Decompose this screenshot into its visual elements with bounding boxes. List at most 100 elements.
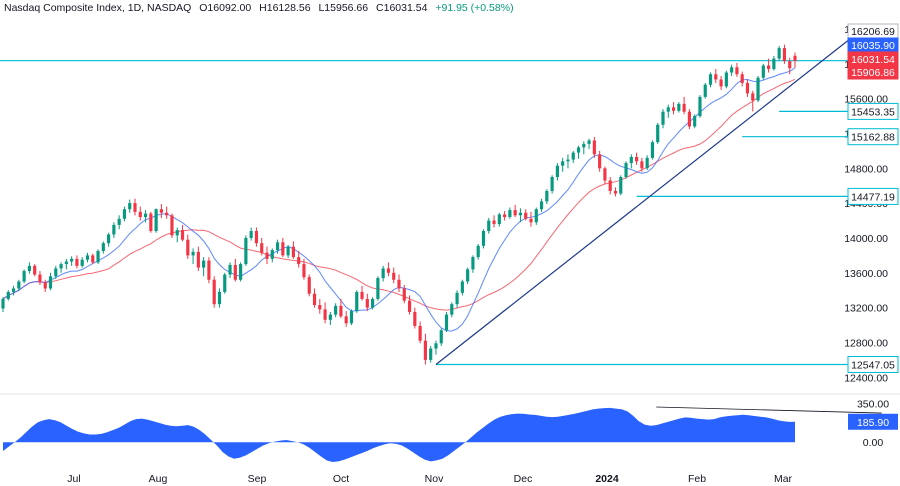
candle-body: [281, 242, 285, 256]
candle-body: [460, 281, 464, 293]
candle-body: [619, 177, 623, 194]
high-value: H16128.56: [259, 2, 311, 14]
candle-body: [381, 268, 385, 279]
price-tick-label: 14800.00: [844, 163, 888, 175]
change-value: +91.95 (+0.58%): [435, 2, 514, 14]
candle-body: [481, 230, 486, 246]
oscillator-tick-label: 0.00: [863, 437, 884, 449]
candle-body: [297, 257, 301, 265]
level-tag-label: 14477.19: [851, 191, 895, 203]
candle-body: [101, 243, 105, 252]
price-tag-label: 16206.69: [851, 26, 895, 38]
candle-body: [312, 293, 317, 306]
level-tag-box: [847, 187, 899, 205]
candle-body: [244, 237, 248, 265]
time-axis-label: Mar: [774, 473, 793, 485]
candle-body: [143, 213, 148, 218]
uptrend-line: [435, 35, 854, 365]
candle-body: [561, 161, 565, 166]
level-tag-label: 15453.35: [851, 106, 895, 118]
time-axis-label: Dec: [514, 473, 533, 485]
candle-body: [645, 157, 649, 169]
candle-body: [650, 142, 655, 158]
candle-body: [708, 74, 713, 85]
candle-body: [275, 242, 280, 251]
oscillator-divergence-line: [656, 406, 882, 414]
candle-body: [365, 298, 369, 308]
candle-body: [487, 220, 491, 231]
candle-body: [439, 330, 443, 344]
candle-body: [344, 316, 348, 324]
level-tag-label: 15162.88: [851, 132, 895, 144]
candle-body: [75, 258, 79, 266]
candle-body: [671, 107, 676, 111]
candle-body: [360, 291, 364, 299]
candle-body: [96, 251, 100, 263]
candle-body: [80, 259, 84, 266]
candle-body: [782, 48, 787, 62]
candle-body: [429, 348, 433, 360]
candle-body: [11, 288, 16, 292]
candle-body: [661, 111, 665, 125]
candle-body: [550, 177, 554, 191]
candle-body: [154, 209, 158, 231]
candle-body: [603, 168, 607, 181]
candle-body: [217, 291, 222, 305]
level-tag-box: [847, 102, 899, 120]
candle-body: [402, 288, 406, 301]
candle-body: [133, 203, 137, 212]
candle-body: [571, 152, 575, 160]
price-tick-label: 12400.00: [844, 372, 888, 384]
candle-body: [735, 67, 739, 75]
candle-body: [450, 304, 454, 315]
candle-body: [207, 260, 211, 280]
candle-body: [339, 305, 343, 317]
candle-body: [202, 260, 206, 268]
candle-body: [371, 298, 375, 308]
candle-body: [165, 212, 169, 216]
candle-body: [196, 251, 200, 268]
candle-body: [355, 291, 359, 312]
symbol-label: Nasdaq Composite Index, 1D, NASDAQ: [4, 2, 192, 14]
candle-body: [180, 230, 185, 240]
level-tag-label: 12547.05: [851, 359, 895, 371]
candle-body: [503, 214, 507, 218]
candle-body: [170, 215, 174, 236]
candle-body: [286, 246, 290, 256]
candle-body: [43, 282, 47, 289]
candle-body: [265, 252, 269, 259]
time-axis-label: Aug: [149, 473, 168, 485]
time-axis-label: Jul: [67, 473, 80, 485]
candle-body: [112, 224, 116, 235]
candle-body: [576, 147, 581, 153]
level-tag-box: [847, 128, 899, 146]
time-axis-label: Nov: [425, 473, 444, 485]
candle-body: [233, 264, 237, 280]
candle-body: [529, 218, 533, 223]
candle-body: [418, 325, 422, 341]
candle-body: [328, 314, 332, 320]
low-value: L15956.66: [318, 2, 369, 14]
candle-body: [777, 48, 781, 59]
candle-body: [767, 65, 771, 70]
candle-body: [698, 96, 702, 117]
candle-body: [117, 218, 121, 225]
candle-body: [17, 281, 21, 289]
candle-body: [751, 93, 755, 101]
candle-body: [513, 210, 517, 216]
candle-body: [793, 55, 797, 62]
candle-body: [471, 257, 475, 270]
oscillator-value-tag: [848, 413, 898, 430]
candle-body: [592, 140, 596, 155]
slow-moving-average-line: [2, 78, 796, 311]
candle-body: [22, 271, 26, 282]
candle-body: [545, 190, 549, 202]
candle-body: [608, 180, 612, 191]
candle-body: [349, 311, 354, 324]
candle-body: [687, 111, 691, 127]
candle-body: [788, 61, 792, 69]
candle-body: [640, 161, 644, 169]
candle-body: [534, 209, 538, 223]
candle-body: [656, 124, 660, 143]
